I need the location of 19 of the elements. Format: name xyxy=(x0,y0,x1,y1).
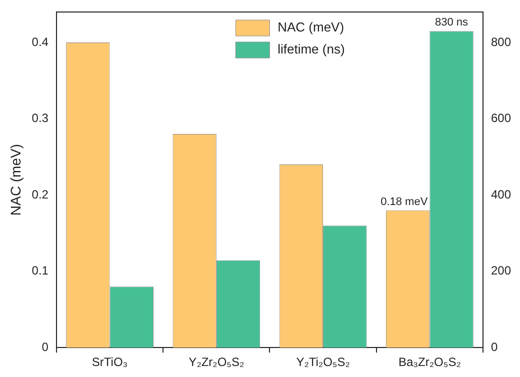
legend-label: NAC (meV) xyxy=(278,20,344,35)
legend-label: lifetime (ns) xyxy=(278,42,345,57)
x-tick-label: Y₂Zr₂O₅S₂ xyxy=(188,355,244,370)
data-label: 830 ns xyxy=(435,16,469,29)
data-label: 0.18 meV xyxy=(380,196,428,208)
x-tick-label: Ba₃Zr₂O₅S₂ xyxy=(398,355,462,370)
y2-tick-label: 0 xyxy=(490,340,498,354)
y-tick-label: 0.1 xyxy=(32,264,49,278)
y2-tick-label: 600 xyxy=(490,111,512,126)
y2-tick-label: 200 xyxy=(490,264,512,278)
y-tick-label: 0.2 xyxy=(32,187,49,202)
y-tick-label: 0.3 xyxy=(32,111,49,126)
x-tick-label: SrTiO₃ xyxy=(92,355,128,370)
y-tick-label: 0 xyxy=(42,340,49,354)
x-tick-label: Y₂Ti₂O₅S₂ xyxy=(296,355,350,370)
y2-tick-label: 800 xyxy=(490,34,512,49)
y-axis-title: NAC (meV) xyxy=(7,144,24,216)
y2-tick-label: 400 xyxy=(490,187,512,202)
y-tick-label: 0.4 xyxy=(32,34,49,49)
